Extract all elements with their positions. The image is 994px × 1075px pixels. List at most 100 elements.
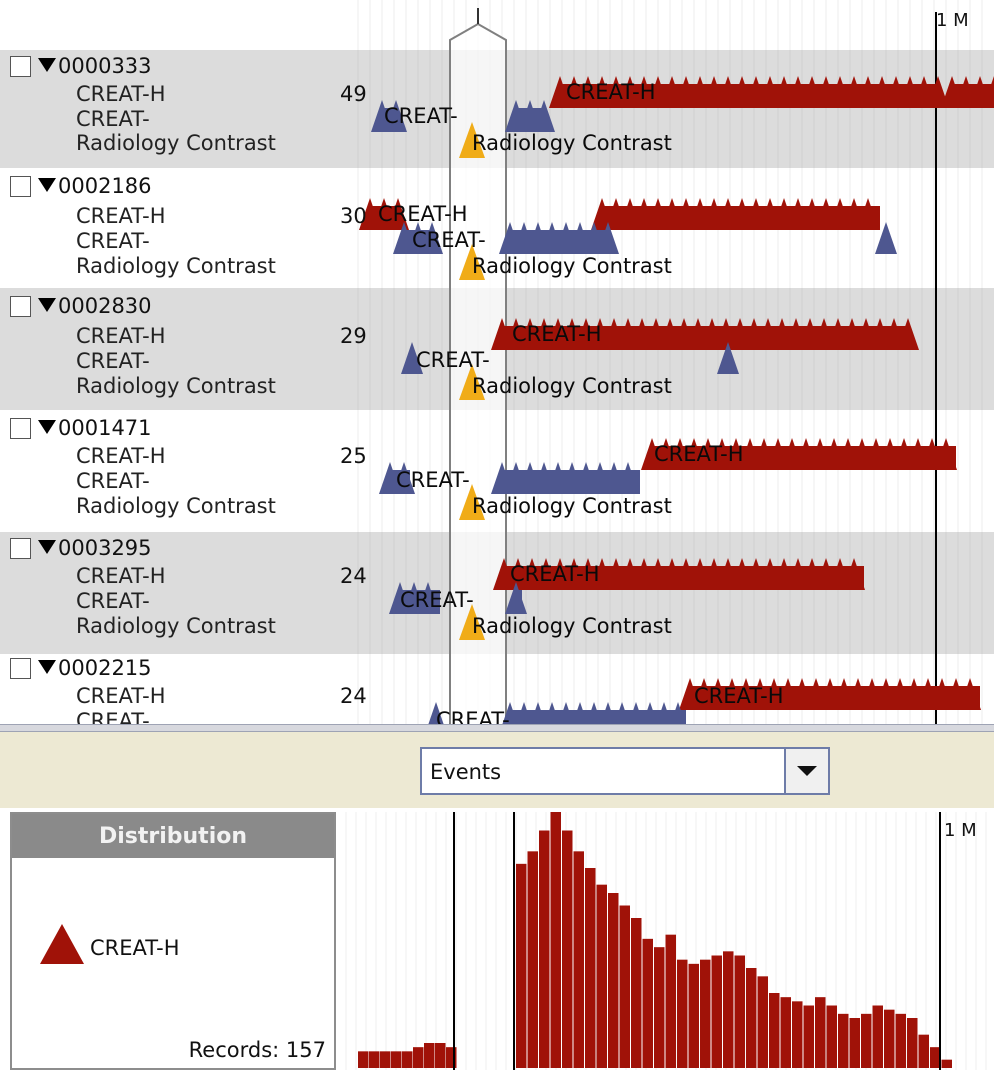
histogram-bar [941, 1059, 952, 1068]
event-band [502, 470, 640, 494]
event-band [502, 326, 908, 350]
histogram-bar [608, 893, 619, 1068]
legend-title: Distribution [98, 824, 248, 849]
dropdown-value: Events [430, 760, 502, 784]
record-checkbox[interactable] [10, 56, 31, 77]
panel-splitter[interactable] [0, 724, 994, 732]
record-id: 0000333 [58, 54, 152, 78]
histogram-bar [619, 905, 630, 1068]
histogram-bar [527, 851, 538, 1068]
histogram-bar [930, 1047, 941, 1068]
record-checkbox[interactable] [10, 658, 31, 679]
distribution-histogram[interactable] [340, 812, 994, 1070]
expand-triangle-icon[interactable] [38, 178, 56, 192]
distribution-legend: Distribution CREAT-H Records: 157 [10, 812, 336, 1070]
histogram-bar [550, 812, 561, 1068]
event-band [952, 84, 994, 108]
row-label: Radiology Contrast [76, 254, 276, 278]
histogram-bar [769, 993, 780, 1068]
histogram-bar [723, 951, 734, 1068]
record-checkbox[interactable] [10, 296, 31, 317]
event-band [652, 446, 956, 470]
histogram-bar [585, 868, 596, 1068]
record-id: 0002830 [58, 294, 152, 318]
record-checkbox[interactable] [10, 176, 31, 197]
time-tick-label: 1 M [936, 10, 969, 31]
event-glyphs [359, 76, 994, 724]
record-count: 25 [340, 444, 367, 468]
histogram-bar [907, 1018, 918, 1068]
record-id: 0002186 [58, 174, 152, 198]
histogram-bar [757, 976, 768, 1068]
histogram-bar [562, 830, 573, 1068]
event-band [690, 686, 980, 710]
event-triangle [401, 342, 423, 374]
histogram-bar [424, 1043, 435, 1068]
row-label: Radiology Contrast [76, 131, 276, 155]
event-band [510, 710, 686, 724]
histogram-bar [895, 1013, 906, 1068]
histogram-bar [631, 918, 642, 1068]
histogram-bar [654, 947, 665, 1068]
histogram-bar [413, 1047, 424, 1068]
histogram-bar [677, 959, 688, 1068]
event-triangle [428, 702, 444, 724]
row-label: CREAT-H [76, 324, 166, 348]
histogram-bar [792, 1001, 803, 1068]
expand-triangle-icon[interactable] [38, 298, 56, 312]
row-label: Radiology Contrast [76, 374, 276, 398]
histogram-bar [838, 1013, 849, 1068]
record-checkbox[interactable] [10, 418, 31, 439]
histogram-bar [918, 1034, 929, 1068]
record-count: 29 [340, 324, 367, 348]
row-label: CREAT-H [76, 444, 166, 468]
histogram-bar [402, 1051, 413, 1068]
row-label: CREAT- [76, 229, 150, 253]
histogram-bar [872, 1005, 883, 1068]
histogram-bar [861, 1013, 872, 1068]
event-triangle [459, 604, 485, 640]
chevron-down-icon[interactable] [784, 749, 828, 793]
event-band [516, 108, 546, 132]
record-count: 24 [340, 564, 367, 588]
row-label: CREAT- [76, 469, 150, 493]
row-label: CREAT- [76, 349, 150, 373]
expand-triangle-icon[interactable] [38, 660, 56, 674]
histogram-bar [700, 959, 711, 1068]
row-label: CREAT-H [76, 82, 166, 106]
event-band [560, 84, 940, 108]
histogram-bar [884, 1009, 895, 1068]
alignment-band[interactable] [449, 22, 507, 724]
expand-triangle-icon[interactable] [38, 58, 56, 72]
triangle-icon [40, 924, 84, 964]
row-label: CREAT- [76, 709, 150, 725]
events-dropdown[interactable]: Events [420, 747, 830, 795]
event-triangle [875, 222, 897, 254]
event-triangle [459, 484, 485, 520]
histogram-bars [358, 812, 952, 1068]
record-checkbox[interactable] [10, 538, 31, 559]
event-band [404, 230, 432, 254]
histogram-bar [826, 1005, 837, 1068]
event-band [510, 230, 610, 254]
record-id: 0002215 [58, 656, 152, 680]
event-triangle [459, 244, 485, 280]
event-band [382, 108, 398, 132]
legend-label: CREAT-H [90, 936, 180, 960]
histogram-bar [358, 1051, 369, 1068]
legend-header: Distribution [12, 814, 334, 858]
row-label: Radiology Contrast [76, 614, 276, 638]
histogram-bar [516, 863, 527, 1068]
histogram-bar [446, 1047, 457, 1068]
records-count: Records: 157 [188, 1038, 326, 1062]
record-count: 24 [340, 684, 367, 708]
expand-triangle-icon[interactable] [38, 420, 56, 434]
record-count: 30 [340, 204, 367, 228]
row-label: CREAT-H [76, 204, 166, 228]
record-id: 0001471 [58, 416, 152, 440]
histogram-bar [596, 884, 607, 1068]
expand-triangle-icon[interactable] [38, 540, 56, 554]
row-label: CREAT- [76, 589, 150, 613]
timeline-canvas[interactable] [340, 0, 994, 724]
row-label: CREAT-H [76, 684, 166, 708]
